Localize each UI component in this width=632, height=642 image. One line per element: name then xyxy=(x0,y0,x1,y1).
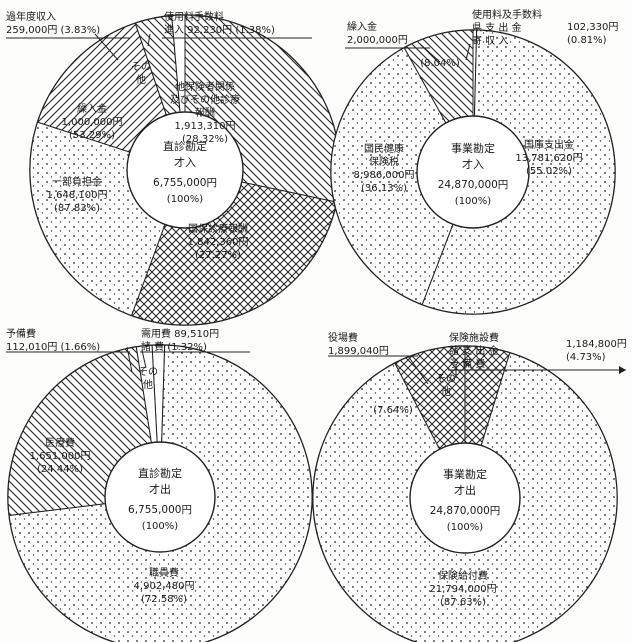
center-title-line1: 直診勘定 xyxy=(163,139,207,153)
slice-label: (7.64%) xyxy=(373,405,413,416)
slice-label: 一部負担金 1,648,100円(87.83%) xyxy=(47,175,108,214)
callout-label: 役場費 1,899,040円 xyxy=(328,331,389,357)
callout-label: 保険施設費諸 支 出 金予 備 費 xyxy=(449,331,499,370)
callout-label: 需用費 89,510円諸 費 (1.32%) xyxy=(141,327,219,353)
slice-label: 医療費 1,651,000円(24.44%) xyxy=(30,436,91,475)
callouts: 過年度収入 259,000円 (3.83%) 使用料手数料進入 92,230円 (1… xyxy=(6,10,275,61)
slice-label: (8.04%) xyxy=(420,58,460,69)
center-total-pct: (100%) xyxy=(447,522,483,533)
inner-labels: (8.04%) 国民健康保険税 8,986,000円(36.13%) 国庫支出金 13,… xyxy=(354,58,583,194)
center-title-line1: 事業勘定 xyxy=(451,141,495,155)
slice-label: 国保診療報酬 1,842,360円(27.27%) xyxy=(188,222,249,261)
callouts: 繰入金 2,000,000円 使用料及手数料県 支 出 金寄 収 入 102,330円… xyxy=(347,8,618,63)
center-total: 6,755,000円 xyxy=(153,177,217,189)
center-total: 24,870,000円 xyxy=(438,179,509,191)
callout-leader-line xyxy=(465,43,471,61)
callout-leader-line xyxy=(419,43,441,63)
callout-label: 繰入金 2,000,000円 xyxy=(347,20,408,46)
donut-hole xyxy=(126,111,244,229)
slice-label: 繰入金 1,000,000円(53.29%) xyxy=(62,102,123,141)
slice-label: 他保険者関係及びその他診療報酬 1,913,310円(28.32%) xyxy=(170,80,240,145)
callout-underlines xyxy=(6,37,626,374)
callout-leader-line xyxy=(141,349,147,369)
slice-label: その他 xyxy=(436,373,456,398)
pie-slice-slice xyxy=(330,47,474,306)
donut-hole xyxy=(409,442,521,554)
slice-label: 職員費 4,902,480円(72.58%) xyxy=(134,566,195,605)
center-title-line1: 事業勘定 xyxy=(443,467,487,481)
center-title-line2: 才入 xyxy=(462,157,484,171)
pie-slice-slice xyxy=(312,352,618,642)
center-total: 6,755,000円 xyxy=(128,504,192,516)
donut-hole xyxy=(416,115,530,229)
center-total: 24,870,000円 xyxy=(430,505,501,517)
center-total-pct: (100%) xyxy=(167,194,203,205)
callout-leader-line xyxy=(407,355,429,385)
arrow-head-icon xyxy=(619,366,626,374)
callout-label: 過年度収入 259,000円 (3.83%) xyxy=(6,10,100,36)
callout-label: 使用料及手数料県 支 出 金寄 収 入 xyxy=(472,8,542,47)
callouts: 予備費 112,010円 (1.66%) 需用費 89,510円諸 費 (1.32%… xyxy=(6,327,219,373)
center-total-pct: (100%) xyxy=(142,521,178,532)
callout-leader-line xyxy=(126,346,133,373)
callout-label: 予備費 112,010円 (1.66%) xyxy=(6,327,100,353)
callout-leader-line xyxy=(147,33,151,47)
callout-label: 1,184,800円(4.73%) xyxy=(566,339,627,363)
callout-label: 使用料手数料進入 92,230円 (1.38%) xyxy=(164,10,275,36)
slice-label: その他 xyxy=(131,61,151,86)
slice-label: 国庫支出金 13,781,620円(55.02%) xyxy=(515,138,582,177)
center-total-pct: (100%) xyxy=(455,196,491,207)
center-title-line2: 才入 xyxy=(174,155,196,169)
slice-label: 保険給付費 21,794,000円(87.63%) xyxy=(429,569,496,608)
center-title-line2: 才出 xyxy=(149,482,171,496)
donut-hole xyxy=(104,441,216,553)
callout-label: 102,330円(0.81%) xyxy=(567,22,618,46)
center-title-line1: 直診勘定 xyxy=(138,466,182,480)
slice-label: その他 xyxy=(138,366,158,391)
slice-label: 国民健康保険税 8,986,000円(36.13%) xyxy=(354,142,415,194)
center-title-line2: 才出 xyxy=(454,483,476,497)
callouts: 役場費 1,899,040円 保険施設費諸 支 出 金予 備 費 1,184,800円… xyxy=(328,331,627,385)
